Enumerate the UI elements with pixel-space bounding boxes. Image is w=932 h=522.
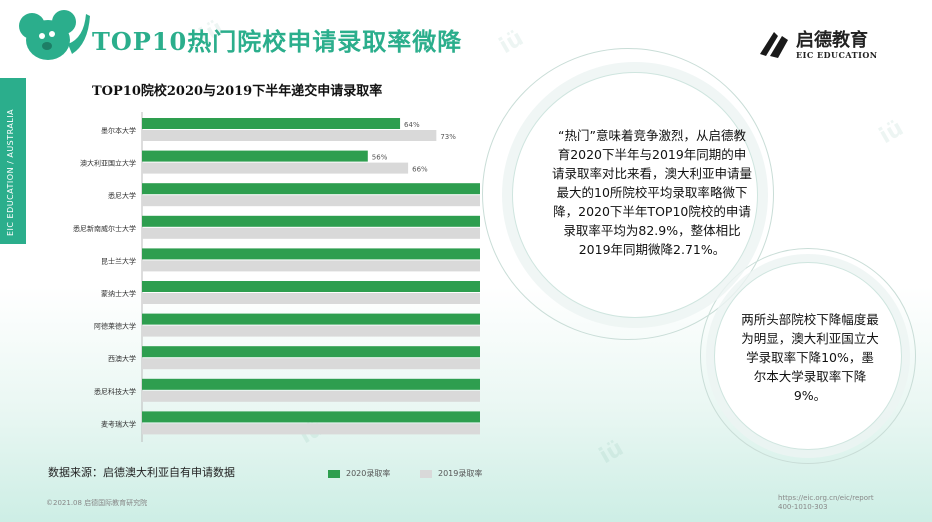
legend-swatch xyxy=(328,469,340,478)
brand-name-en: EIC EDUCATION xyxy=(796,50,878,60)
data-label: 56% xyxy=(372,154,388,162)
footer-copyright: ©2021.08 启德国际教育研究院 xyxy=(46,499,148,507)
bar-2019 xyxy=(142,195,480,207)
bar-2020 xyxy=(142,183,480,195)
footer-contact: https://eic.org.cn/eic/report 400-1010-3… xyxy=(778,494,874,512)
category-label: 悉尼新南威尔士大学 xyxy=(73,224,136,233)
bar-2020 xyxy=(142,215,480,227)
bar-2019 xyxy=(142,358,480,370)
bar-2020 xyxy=(142,150,368,162)
legend-item-2020: 2020录取率 xyxy=(328,468,390,479)
category-label: 麦考瑞大学 xyxy=(101,419,136,428)
category-label: 悉尼科技大学 xyxy=(94,387,136,396)
sidebar-text: EIC EDUCATION / AUSTRALIA xyxy=(6,108,15,236)
page-title: TOP10热门院校申请录取率微降 xyxy=(92,27,463,56)
footer-phone: 400-1010-303 xyxy=(778,503,828,511)
decorative-arc xyxy=(700,248,916,464)
bar-chart: 墨尔本大学64%73%澳大利亚国立大学56%66%悉尼大学90%91%悉尼新南威… xyxy=(73,112,480,442)
bar-2019 xyxy=(142,423,480,435)
footer-url: https://eic.org.cn/eic/report xyxy=(778,494,874,502)
legend-swatch xyxy=(420,469,432,478)
brand-logo: 启德教育 EIC EDUCATION xyxy=(756,22,896,66)
category-label: 墨尔本大学 xyxy=(101,126,136,135)
bar-2020 xyxy=(142,118,401,129)
bar-2019 xyxy=(142,293,480,304)
data-label: 66% xyxy=(412,166,428,174)
bar-2020 xyxy=(142,378,480,390)
category-label: 蒙纳士大学 xyxy=(101,289,136,298)
bar-2020 xyxy=(142,313,480,325)
bar-2019 xyxy=(142,260,480,272)
category-label: 西澳大学 xyxy=(108,354,136,363)
category-label: 澳大利亚国立大学 xyxy=(80,159,136,168)
data-source: 数据来源：启德澳大利亚自有申请数据 xyxy=(48,466,235,479)
data-label: 73% xyxy=(440,133,456,141)
bar-2019 xyxy=(142,162,409,174)
decorative-arc xyxy=(482,48,774,340)
callout-text-1: “热门”意味着竞争激烈，从启德教育2020下半年与2019年同期的申请录取率对比… xyxy=(552,128,753,257)
koala-icon xyxy=(19,10,90,60)
bar-2019 xyxy=(142,390,480,402)
brand-mark-icon xyxy=(760,32,788,58)
legend-label: 2020录取率 xyxy=(346,469,391,478)
brand-name-cn: 启德教育 xyxy=(796,30,868,51)
callout-text-2: 两所头部院校下降幅度最为明显，澳大利亚国立大学录取率下降10%，墨尔本大学录取率… xyxy=(741,312,879,403)
bar-2019 xyxy=(142,130,437,141)
category-label: 悉尼大学 xyxy=(108,191,136,200)
bar-2020 xyxy=(142,411,480,423)
bar-2019 xyxy=(142,325,480,337)
sidebar-band xyxy=(0,78,26,244)
legend-item-2019: 2019录取率 xyxy=(420,468,482,479)
callout-circle xyxy=(714,262,902,450)
chart-title: TOP10院校2020与2019下半年递交申请录取率 xyxy=(92,84,383,99)
data-label: 64% xyxy=(404,121,420,129)
callout-circle xyxy=(512,72,758,318)
category-label: 阿德莱德大学 xyxy=(94,322,136,331)
legend-label: 2019录取率 xyxy=(438,469,483,478)
bar-2020 xyxy=(142,346,480,358)
category-label: 昆士兰大学 xyxy=(101,256,136,265)
bar-2020 xyxy=(142,281,480,292)
bar-2019 xyxy=(142,227,480,239)
bar-2020 xyxy=(142,248,480,260)
